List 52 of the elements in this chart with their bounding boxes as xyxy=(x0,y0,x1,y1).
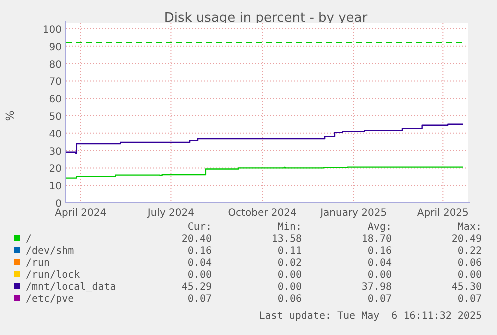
legend-label: /run xyxy=(26,258,50,269)
text: 0.00 xyxy=(278,282,302,293)
text: 18.70 xyxy=(362,234,392,245)
text: 0.00 xyxy=(458,270,482,281)
y-tick-label: 30 xyxy=(49,146,62,158)
y-tick-label: 20 xyxy=(49,164,62,176)
y-tick-label: 50 xyxy=(49,112,62,123)
text: Avg: xyxy=(368,222,392,233)
x-tick-label: July 2024 xyxy=(146,208,195,219)
text: 20.49 xyxy=(452,234,482,245)
text: 0.07 xyxy=(188,294,212,305)
y-tick-label: 90 xyxy=(49,42,62,54)
text: 20.40 xyxy=(182,234,212,245)
text: 0.02 xyxy=(278,258,302,269)
y-tick-label: 100 xyxy=(42,25,62,36)
text: 0.04 xyxy=(188,258,212,269)
text: 0.16 xyxy=(368,246,392,257)
text: 0.07 xyxy=(368,294,392,305)
text: 0.00 xyxy=(368,270,392,281)
legend-label: / xyxy=(26,234,32,245)
y-tick-label: 40 xyxy=(49,129,62,140)
x-tick-label: October 2024 xyxy=(228,208,297,219)
legend-label: /run/lock xyxy=(26,270,80,281)
legend-label: /dev/shm xyxy=(26,246,74,257)
y-tick-label: 60 xyxy=(49,94,62,106)
y-axis-title: % xyxy=(4,110,17,122)
text: Cur: xyxy=(188,222,212,233)
legend-label: /mnt/local_data xyxy=(26,282,116,293)
text: 0.11 xyxy=(278,246,302,257)
text: 0.07 xyxy=(458,294,482,305)
text: 45.30 xyxy=(452,282,482,293)
text: Max: xyxy=(458,222,482,233)
text: 0.16 xyxy=(188,246,212,257)
text: 0.04 xyxy=(368,258,392,269)
y-tick-label: 70 xyxy=(49,77,62,88)
text: 0.06 xyxy=(458,258,482,269)
y-tick-label: 10 xyxy=(49,182,62,193)
text: 0.00 xyxy=(188,270,212,281)
text: 13.58 xyxy=(272,234,302,245)
text: 45.29 xyxy=(182,282,212,293)
x-tick-label: April 2025 xyxy=(417,208,469,219)
text: Last update: Tue May 6 16:11:32 2025 xyxy=(259,311,482,322)
legend-label: /etc/pve xyxy=(26,294,74,305)
x-tick-label: April 2024 xyxy=(55,208,107,219)
text: 37.98 xyxy=(362,282,392,293)
y-tick-label: 80 xyxy=(49,60,62,71)
text: 0.06 xyxy=(278,294,302,305)
y-tick-label: 0 xyxy=(56,199,62,210)
text: 0.22 xyxy=(458,246,482,257)
text: 0.00 xyxy=(278,270,302,281)
text: Min: xyxy=(278,222,302,233)
x-tick-label: January 2025 xyxy=(320,208,388,219)
